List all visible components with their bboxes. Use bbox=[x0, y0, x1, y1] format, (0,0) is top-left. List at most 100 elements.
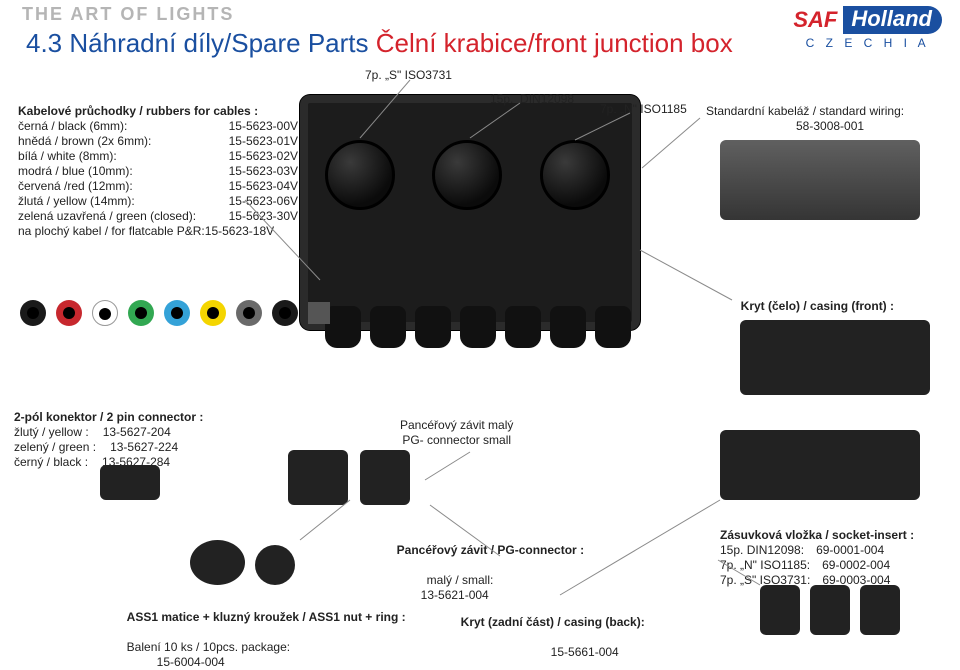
socket-insert-image-2 bbox=[810, 585, 850, 635]
casing-back-heading: Kryt (zadní část) / casing (back): bbox=[461, 615, 645, 629]
rubbers-row-val: 15-5623-06V bbox=[229, 194, 298, 209]
socket-7p-s bbox=[325, 140, 395, 210]
series-title: THE ART OF LIGHTS bbox=[22, 4, 234, 25]
socket-insert-row: 15p. DIN12098: 69-0001-004 bbox=[720, 543, 950, 558]
wiring-heading: Standardní kabeláž / standard wiring: bbox=[706, 104, 904, 118]
socket-15p bbox=[432, 140, 502, 210]
ass1-row-val: 15-6004-004 bbox=[157, 655, 225, 669]
cable-gland bbox=[370, 306, 406, 348]
logo-saf: SAF bbox=[793, 7, 837, 33]
cable-gland bbox=[595, 306, 631, 348]
rubbers-row-label: modrá / blue (10mm): bbox=[18, 164, 133, 179]
ass1-heading: ASS1 matice + kluzný kroužek / ASS1 nut … bbox=[127, 610, 406, 624]
socket-insert-row-val: 69-0002-004 bbox=[822, 558, 890, 572]
rubbers-row-val: 15-5623-30V bbox=[229, 209, 298, 224]
ass1-nut-image bbox=[190, 540, 245, 585]
socket-insert-row-val: 69-0001-004 bbox=[816, 543, 884, 557]
connector-2p-row: žlutý / yellow : 13-5627-204 bbox=[14, 425, 244, 440]
rubbers-row-val: 15-5623-04V bbox=[229, 179, 298, 194]
socket-insert-row-label: 7p. „N" ISO1185: bbox=[720, 558, 810, 572]
connector-2p-row-val: 13-5627-204 bbox=[103, 425, 171, 439]
rubbers-row: na plochý kabel / for flatcable P&R:15-5… bbox=[18, 224, 298, 239]
casing-front-image bbox=[740, 320, 930, 395]
grommet-icon bbox=[56, 300, 82, 326]
rubbers-rows: černá / black (6mm):15-5623-00Vhnědá / b… bbox=[18, 119, 298, 239]
connector-2p-rows: žlutý / yellow :13-5627-204zelený / gree… bbox=[14, 425, 244, 470]
title-part-blue: 4.3 Náhradní díly/Spare Parts bbox=[26, 28, 376, 58]
rubbers-row: hnědá / brown (2x 6mm): 15-5623-01V bbox=[18, 134, 298, 149]
rubbers-row-label: hnědá / brown (2x 6mm): bbox=[18, 134, 151, 149]
socket-7p-n bbox=[540, 140, 610, 210]
label-7p-n: 7p. „N" ISO1185 bbox=[600, 102, 687, 117]
socket-insert-image-1 bbox=[760, 585, 800, 635]
rubbers-heading: Kabelové průchodky / rubbers for cables … bbox=[18, 104, 258, 118]
grommet-flat-icon bbox=[308, 302, 330, 324]
casing-front-heading: Kryt (čelo) / casing (front) : bbox=[741, 299, 894, 313]
rubbers-row-label: na plochý kabel / for flatcable P&R:15-5… bbox=[18, 224, 274, 239]
grommet-icon bbox=[272, 300, 298, 326]
rubbers-row-label: žlutá / yellow (14mm): bbox=[18, 194, 135, 209]
junction-box-illustration bbox=[300, 95, 640, 330]
pg-gland-image-2 bbox=[360, 450, 410, 505]
pg-gland-image-1 bbox=[288, 450, 348, 505]
rubbers-row: zelená uzavřená / green (closed): 15-5623… bbox=[18, 209, 298, 224]
rubbers-row-label: bílá / white (8mm): bbox=[18, 149, 117, 164]
rubbers-row: červená /red (12mm): 15-5623-04V bbox=[18, 179, 298, 194]
grommet-icon bbox=[20, 300, 46, 326]
wiring-val: 58-3008-001 bbox=[796, 119, 864, 133]
wiring-harness-image bbox=[720, 140, 920, 220]
casing-back-val: 15-5661-004 bbox=[551, 645, 619, 659]
pg-connector-block: Pancéřový závit / PG-connector : malý / … bbox=[390, 528, 584, 603]
cable-gland bbox=[460, 306, 496, 348]
logo-czechia: C Z E C H I A bbox=[793, 36, 942, 50]
grommet-icon bbox=[164, 300, 190, 326]
connector-2p-image bbox=[100, 465, 160, 500]
rubbers-row: žlutá / yellow (14mm): 15-5623-06V bbox=[18, 194, 298, 209]
socket-insert-heading: Zásuvková vložka / socket-insert : bbox=[720, 528, 914, 542]
page-title: 4.3 Náhradní díly/Spare Parts Čelní krab… bbox=[26, 28, 733, 59]
ass1-block: ASS1 matice + kluzný kroužek / ASS1 nut … bbox=[120, 595, 406, 670]
label-15p: 15p. DIN12098 bbox=[490, 92, 574, 107]
wiring-block: Standardní kabeláž / standard wiring: 58… bbox=[706, 104, 946, 134]
casing-back-image bbox=[720, 430, 920, 500]
connector-2p-block: 2-pól konektor / 2 pin connector : žlutý… bbox=[14, 410, 244, 470]
pg-connector-row-label: malý / small: bbox=[427, 573, 494, 587]
socket-insert-row: 7p. „N" ISO1185: 69-0002-004 bbox=[720, 558, 950, 573]
connector-2p-row: zelený / green : 13-5627-224 bbox=[14, 440, 244, 455]
rubbers-row-label: červená /red (12mm): bbox=[18, 179, 133, 194]
ass1-row-label: Balení 10 ks / 10pcs. package: bbox=[127, 640, 290, 654]
rubbers-row-val: 15-5623-00V bbox=[229, 119, 298, 134]
rubbers-row-label: černá / black (6mm): bbox=[18, 119, 127, 134]
cable-gland bbox=[550, 306, 586, 348]
rubbers-row: černá / black (6mm): 15-5623-00V bbox=[18, 119, 298, 134]
pg-small-label: Pancéřový závit malý PG- connector small bbox=[400, 418, 513, 448]
title-part-red: Čelní krabice/front junction box bbox=[376, 28, 733, 58]
rubbers-row-label: zelená uzavřená / green (closed): bbox=[18, 209, 196, 224]
brand-logo: SAF Holland C Z E C H I A bbox=[793, 6, 942, 50]
grommet-icon bbox=[236, 300, 262, 326]
rubbers-row: bílá / white (8mm): 15-5623-02V bbox=[18, 149, 298, 164]
connector-2p-row-val: 13-5627-224 bbox=[110, 440, 178, 454]
cable-gland bbox=[505, 306, 541, 348]
socket-insert-image-3 bbox=[860, 585, 900, 635]
connector-2p-heading: 2-pól konektor / 2 pin connector : bbox=[14, 410, 203, 424]
label-7p-s: 7p. „S" ISO3731 bbox=[365, 68, 452, 83]
logo-holland: Holland bbox=[843, 6, 942, 34]
casing-back-block: Kryt (zadní část) / casing (back): 15-56… bbox=[454, 600, 645, 660]
socket-insert-block: Zásuvková vložka / socket-insert : 15p. … bbox=[720, 528, 950, 588]
rubbers-row-val: 15-5623-03V bbox=[229, 164, 298, 179]
grommet-icon bbox=[92, 300, 118, 326]
cable-gland bbox=[415, 306, 451, 348]
connector-2p-row-label: žlutý / yellow : bbox=[14, 425, 89, 439]
rubbers-row-val: 15-5623-01V bbox=[229, 134, 298, 149]
grommet-row bbox=[20, 300, 330, 326]
rubbers-row: modrá / blue (10mm): 15-5623-03V bbox=[18, 164, 298, 179]
rubbers-row-val: 15-5623-02V bbox=[229, 149, 298, 164]
connector-2p-row-label: černý / black : bbox=[14, 455, 88, 469]
grommet-icon bbox=[200, 300, 226, 326]
rubbers-block: Kabelové průchodky / rubbers for cables … bbox=[18, 104, 298, 239]
cable-gland bbox=[325, 306, 361, 348]
connector-2p-row-label: zelený / green : bbox=[14, 440, 96, 454]
socket-insert-row-label: 15p. DIN12098: bbox=[720, 543, 804, 557]
socket-insert-rows: 15p. DIN12098:69-0001-0047p. „N" ISO1185… bbox=[720, 543, 950, 588]
